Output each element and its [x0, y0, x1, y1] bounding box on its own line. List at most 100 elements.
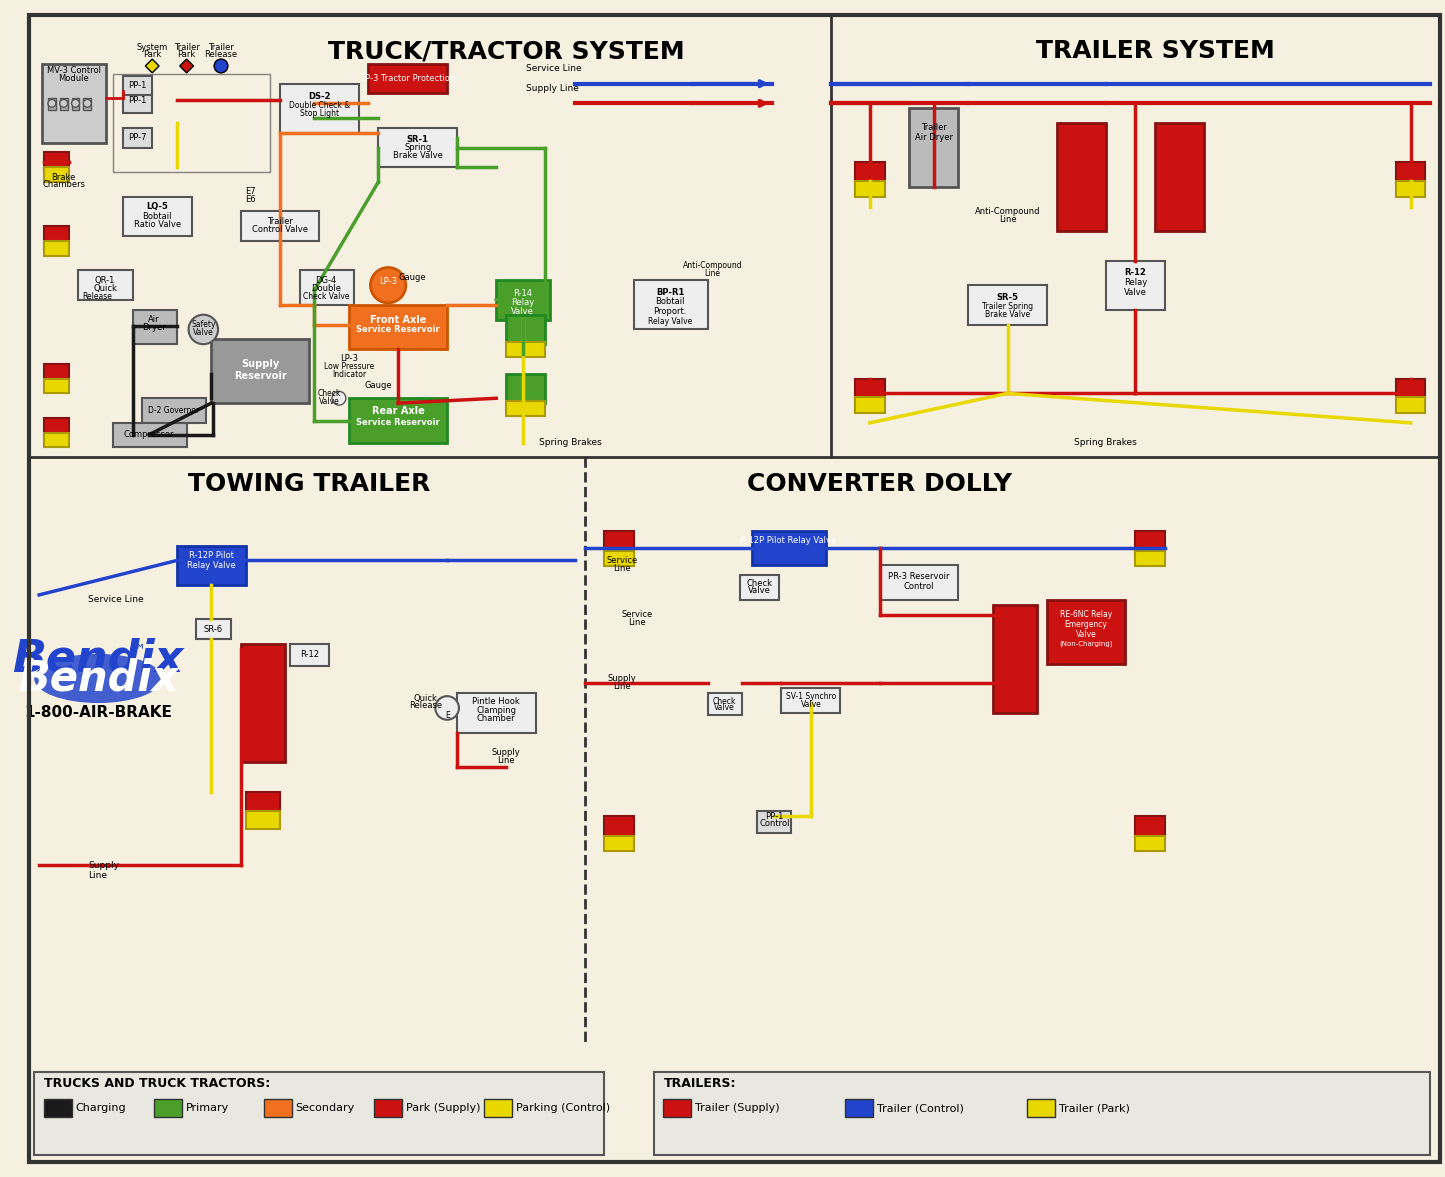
Text: Ratio Valve: Ratio Valve — [133, 220, 181, 228]
Text: Spring Brakes: Spring Brakes — [539, 438, 601, 447]
Text: Check: Check — [712, 697, 736, 705]
Text: TRUCK/TRACTOR SYSTEM: TRUCK/TRACTOR SYSTEM — [328, 39, 685, 64]
Bar — [634, 280, 708, 330]
Bar — [708, 693, 743, 714]
Text: Service: Service — [621, 610, 653, 619]
Text: MV-3 Control: MV-3 Control — [46, 66, 101, 75]
Bar — [368, 64, 447, 93]
Text: Line: Line — [88, 871, 107, 879]
Text: LQ-5: LQ-5 — [146, 202, 168, 211]
Bar — [1027, 1099, 1055, 1117]
Text: Valve: Valve — [1124, 287, 1147, 297]
Bar — [1105, 260, 1165, 310]
Bar — [1396, 181, 1425, 197]
Text: Service: Service — [607, 556, 637, 565]
Text: PP-1: PP-1 — [766, 812, 783, 820]
Text: Gauge: Gauge — [364, 381, 392, 390]
Text: Quick: Quick — [92, 284, 117, 293]
Text: Valve: Valve — [194, 328, 214, 337]
Bar — [133, 310, 176, 344]
Text: Chamber: Chamber — [477, 714, 516, 723]
Text: Trailer: Trailer — [920, 124, 946, 132]
Bar — [211, 339, 309, 404]
Bar — [1136, 531, 1165, 553]
Bar — [48, 99, 56, 111]
Text: Line: Line — [497, 756, 514, 765]
Text: TRAILER SYSTEM: TRAILER SYSTEM — [1036, 39, 1274, 64]
Text: Trailer Spring: Trailer Spring — [983, 302, 1033, 312]
Text: Relay: Relay — [1124, 278, 1147, 287]
Bar — [290, 644, 329, 666]
Text: TRUCKS AND TRUCK TRACTORS:: TRUCKS AND TRUCK TRACTORS: — [43, 1077, 270, 1090]
Text: ™: ™ — [130, 640, 146, 659]
Text: Anti-Compound: Anti-Compound — [975, 207, 1040, 215]
Text: Valve: Valve — [1075, 630, 1097, 639]
Text: Release: Release — [204, 49, 237, 59]
Text: Brake Valve: Brake Valve — [985, 311, 1030, 319]
Bar — [264, 1099, 292, 1117]
Text: Trailer: Trailer — [208, 42, 234, 52]
Bar — [855, 398, 884, 413]
Text: TOWING TRAILER: TOWING TRAILER — [188, 472, 431, 496]
Text: Bobtail: Bobtail — [656, 298, 685, 306]
Text: Chambers: Chambers — [42, 180, 85, 189]
Text: Trailer (Park): Trailer (Park) — [1059, 1103, 1130, 1113]
Bar — [1136, 836, 1165, 851]
Text: Gauge: Gauge — [399, 273, 426, 281]
Bar — [155, 1099, 182, 1117]
Text: Trailer (Supply): Trailer (Supply) — [695, 1103, 779, 1113]
Bar — [241, 644, 285, 762]
Bar — [993, 605, 1038, 713]
Bar — [506, 343, 545, 357]
Text: Quick: Quick — [413, 693, 438, 703]
Bar — [374, 1099, 402, 1117]
Bar — [78, 271, 133, 300]
Bar — [1396, 398, 1425, 413]
Text: Park: Park — [143, 49, 162, 59]
Text: Dryer: Dryer — [142, 322, 166, 332]
Text: SR-5: SR-5 — [997, 293, 1019, 301]
Text: Charging: Charging — [75, 1103, 126, 1113]
Text: Line: Line — [613, 564, 631, 573]
Text: Valve: Valve — [749, 586, 772, 596]
Text: Air: Air — [149, 315, 160, 324]
Bar — [43, 153, 68, 172]
Text: Front Axle: Front Axle — [370, 314, 426, 325]
Text: CONVERTER DOLLY: CONVERTER DOLLY — [747, 472, 1012, 496]
Polygon shape — [146, 59, 159, 73]
Bar — [604, 551, 634, 566]
Text: Emergency: Emergency — [1065, 620, 1108, 629]
Bar — [246, 791, 280, 816]
Text: Indicator: Indicator — [332, 371, 366, 379]
Bar — [496, 280, 551, 320]
Bar — [35, 1072, 604, 1156]
Text: Anti-Compound: Anti-Compound — [682, 261, 743, 270]
Bar — [43, 364, 68, 384]
Circle shape — [59, 99, 68, 107]
Text: Park: Park — [178, 49, 195, 59]
Text: Stop Light: Stop Light — [299, 108, 340, 118]
Text: Check: Check — [318, 388, 341, 398]
Text: Bobtail: Bobtail — [143, 212, 172, 221]
Polygon shape — [179, 59, 194, 73]
Text: Supply Line: Supply Line — [526, 84, 578, 93]
Text: Safety: Safety — [191, 320, 215, 330]
Bar — [43, 226, 68, 246]
Bar — [506, 373, 545, 404]
Text: Release: Release — [409, 701, 442, 711]
Text: Check: Check — [747, 579, 773, 587]
Text: LP-3: LP-3 — [340, 354, 358, 364]
Text: Service Line: Service Line — [88, 596, 144, 604]
Bar — [299, 271, 354, 305]
Text: System: System — [137, 42, 168, 52]
Bar — [845, 1099, 873, 1117]
Bar — [43, 433, 68, 447]
Bar — [782, 689, 841, 713]
Text: Service Line: Service Line — [526, 65, 581, 73]
Text: Line: Line — [705, 268, 721, 278]
Text: Trailer: Trailer — [173, 42, 199, 52]
Text: DS-2: DS-2 — [308, 92, 331, 101]
Bar — [855, 181, 884, 197]
Text: Line: Line — [998, 215, 1016, 224]
Text: Supply: Supply — [241, 359, 279, 368]
